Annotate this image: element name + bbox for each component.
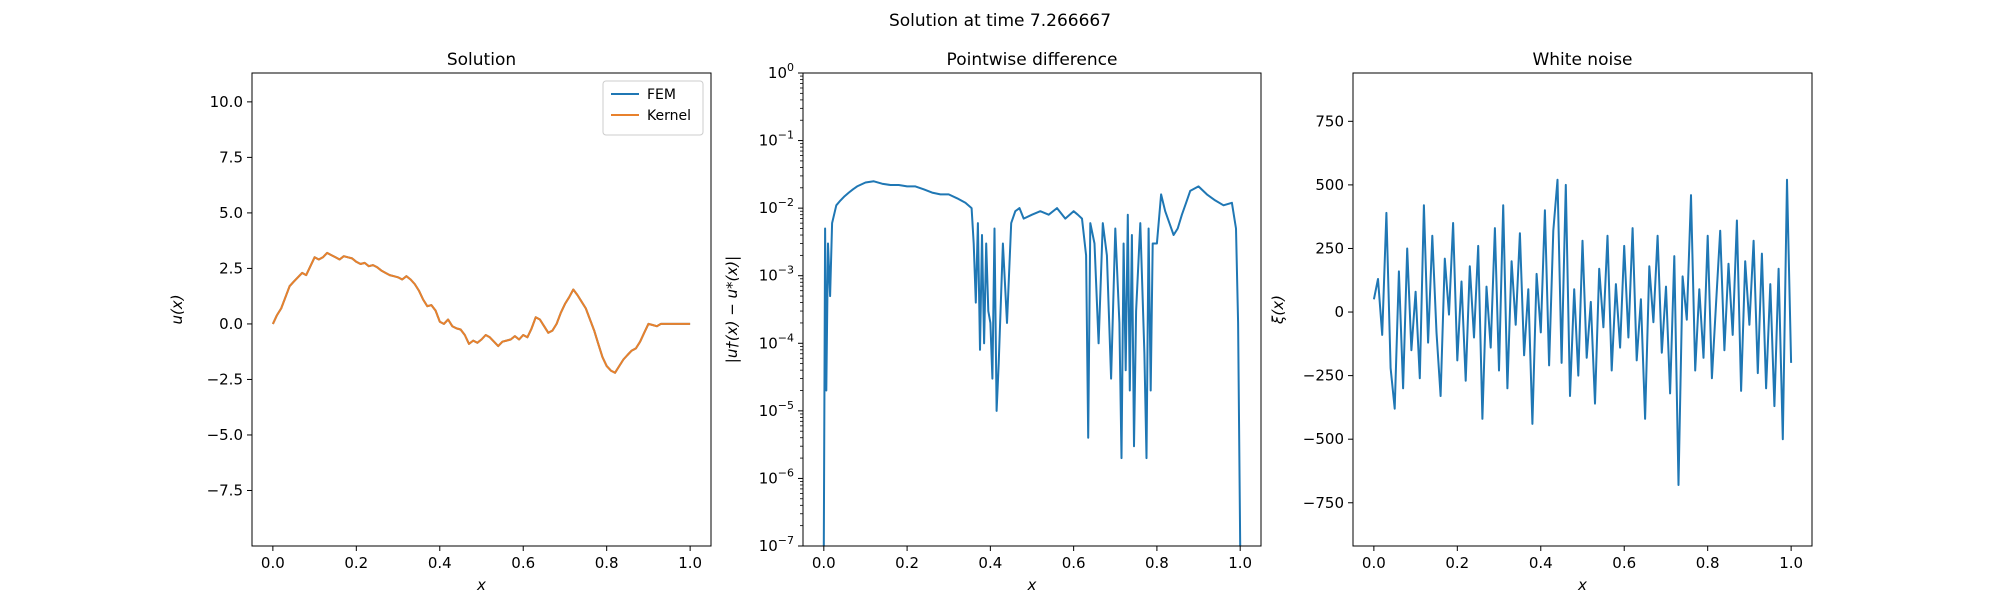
y-tick-label: 10−3 — [759, 264, 794, 285]
subplot-title: White noise — [1532, 50, 1632, 70]
x-tick-label: 0.0 — [812, 554, 836, 572]
y-tick-label: 5.0 — [219, 204, 243, 222]
y-tick-label: 0 — [1334, 303, 1344, 321]
y-tick-label: 10−5 — [759, 399, 794, 420]
y-tick-label: −5.0 — [207, 426, 243, 444]
figure-suptitle: Solution at time 7.266667 — [889, 11, 1111, 31]
x-tick-label: 1.0 — [678, 554, 702, 572]
subplot-difference: Pointwise difference 0.0 0.2 0.4 0.6 0.8 1.0 10… — [723, 50, 1262, 594]
subplot-noise: White noise 0.0 0.2 0.4 0.6 0.8 1.0 −750 −500 −25… — [1269, 50, 1813, 594]
y-tick-label: 100 — [768, 61, 794, 82]
x-tick-label: 0.4 — [978, 554, 1002, 572]
x-tick-label: 0.8 — [1145, 554, 1169, 572]
series-line-difference — [822, 180, 1242, 546]
y-axis-label: u(x) — [168, 294, 186, 324]
y-tick-label: 750 — [1315, 112, 1344, 130]
legend-label-kernel: Kernel — [647, 108, 691, 124]
y-tick-label: −2.5 — [207, 370, 243, 388]
x-axis-label: x — [1027, 576, 1037, 594]
legend: FEM Kernel — [602, 80, 704, 136]
subplot-solution: Solution 0.0 0.2 0.4 0.6 0.8 1.0 −7.5 −5.0 −2.5 0.… — [168, 50, 712, 594]
y-tick-label: 10.0 — [210, 93, 243, 111]
y-tick-label: 10−2 — [759, 196, 794, 217]
x-tick-label: 0.0 — [261, 554, 285, 572]
y-tick-label: 10−4 — [759, 331, 794, 352]
x-axis-label: x — [1577, 576, 1587, 594]
plot-frame — [251, 72, 712, 547]
x-tick-label: 0.6 — [1062, 554, 1086, 572]
y-tick-label: 7.5 — [219, 148, 243, 166]
y-axis-label: ξ(x) — [1269, 295, 1287, 325]
y-axis-label: |u†(x) − u*(x)| — [723, 256, 741, 363]
x-tick-label: 0.4 — [1529, 554, 1553, 572]
x-tick-label: 0.2 — [1445, 554, 1469, 572]
y-tick-label: 500 — [1315, 176, 1344, 194]
subplot-title: Pointwise difference — [947, 50, 1118, 70]
y-tick-label: −250 — [1303, 367, 1344, 385]
y-tick-label: −750 — [1303, 494, 1344, 512]
series-line-kernel — [271, 251, 691, 374]
y-tick-label: 2.5 — [219, 259, 243, 277]
x-tick-label: 0.8 — [1696, 554, 1720, 572]
y-tick-label: 10−7 — [759, 534, 794, 555]
legend-label-fem: FEM — [647, 87, 676, 103]
y-tick-label: 10−6 — [759, 466, 794, 487]
x-tick-label: 0.6 — [1612, 554, 1636, 572]
x-tick-label: 0.8 — [595, 554, 619, 572]
y-tick-label: 0.0 — [219, 315, 243, 333]
x-tick-label: 0.4 — [428, 554, 452, 572]
subplots: Solution 0.0 0.2 0.4 0.6 0.8 1.0 −7.5 −5.0 −2.5 0.… — [168, 50, 1813, 594]
series-line-noise — [1372, 178, 1793, 486]
x-tick-label: 1.0 — [1228, 554, 1252, 572]
plot-frame — [1352, 72, 1813, 547]
y-tick-label: −7.5 — [207, 481, 243, 499]
x-tick-label: 0.2 — [344, 554, 368, 572]
y-tick-label: −500 — [1303, 430, 1344, 448]
subplot-title: Solution — [447, 50, 516, 70]
x-tick-label: 0.6 — [511, 554, 535, 572]
x-axis-label: x — [476, 576, 486, 594]
x-tick-label: 0.0 — [1362, 554, 1386, 572]
y-tick-label: 250 — [1315, 239, 1344, 257]
x-tick-label: 1.0 — [1779, 554, 1803, 572]
x-tick-label: 0.2 — [895, 554, 919, 572]
plot-frame — [802, 72, 1262, 547]
y-tick-label: 10−1 — [759, 129, 794, 150]
